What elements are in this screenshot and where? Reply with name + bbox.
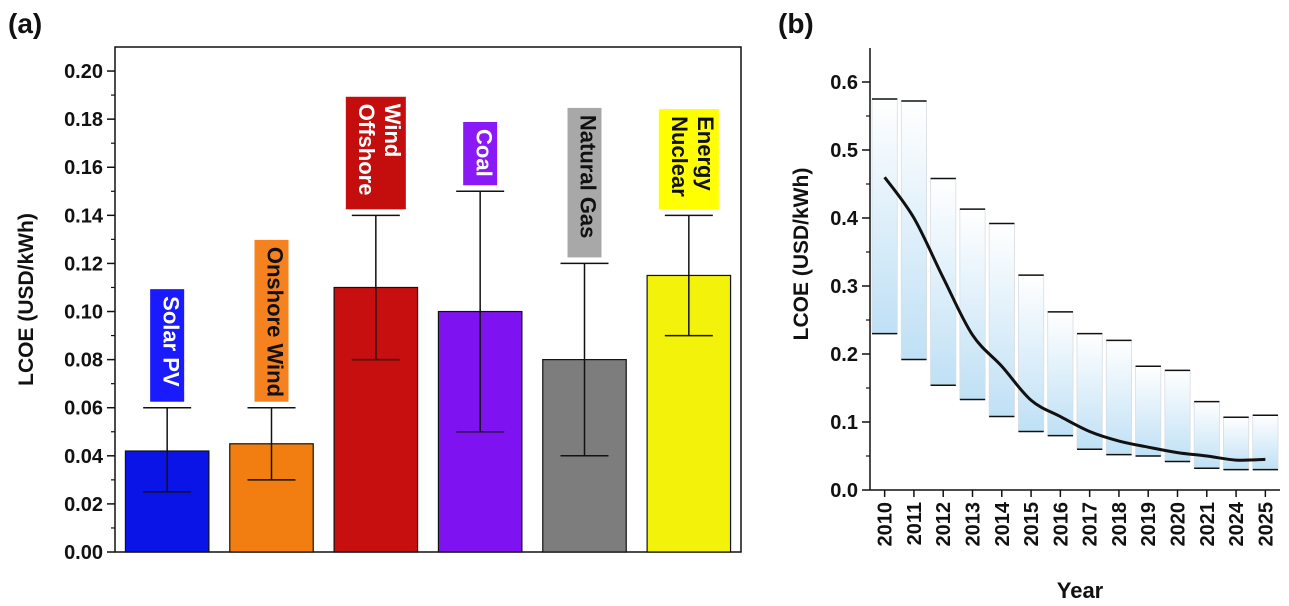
y-tick-label: 0.6 <box>830 72 858 94</box>
x-tick-label: 2015 <box>1021 502 1043 547</box>
y-tick-label: 0.4 <box>830 208 859 230</box>
range-box <box>900 100 927 360</box>
category-label-box <box>150 289 185 402</box>
x-tick-label: 2014 <box>992 501 1014 546</box>
x-tick-label: 2010 <box>875 502 897 547</box>
y-tick-label: 0.04 <box>64 446 104 468</box>
x-tick-label: 2019 <box>1138 502 1160 547</box>
range-box <box>988 223 1015 417</box>
x-tick-label: 2013 <box>963 502 985 547</box>
range-box <box>1164 369 1191 462</box>
range-box <box>1223 416 1250 470</box>
bar-chart-lcoe-by-source: 0.00 0.02 0.04 0.06 0.08 0.10 0.12 0.14 0.16 0.18… <box>15 46 742 564</box>
x-tick-label: 2012 <box>933 502 955 547</box>
y-tick-label: 0.2 <box>830 344 858 366</box>
category-label: Natural Gas <box>576 115 601 239</box>
category-label-box <box>658 109 719 210</box>
x-tick-label: 2024 <box>1226 501 1248 546</box>
y-tick-label: 0.20 <box>64 61 103 83</box>
category-label: Nuclear <box>667 116 692 197</box>
y-tick-label: 0.02 <box>64 494 103 516</box>
category-label-box <box>463 122 498 186</box>
y-tick-label: 0.5 <box>830 140 858 162</box>
category-label: Offshore <box>354 104 379 196</box>
category-label: Solar PV <box>158 296 183 387</box>
category-label: Wind <box>380 104 405 158</box>
y-tick-label: 0.16 <box>64 157 103 179</box>
category-label-box <box>254 239 289 402</box>
x-tick-label: 2020 <box>1168 502 1190 547</box>
line-chart-lcoe-by-year: 0.0 0.1 0.2 0.3 0.4 0.5 0.6 LCOE (USD/kWh) 2010 2… <box>790 48 1280 603</box>
x-tick-label: 2025 <box>1255 502 1277 547</box>
category-label-box <box>567 107 602 258</box>
y-tick-label: 0.06 <box>64 398 103 420</box>
y-tick-label: 0.10 <box>64 302 103 324</box>
y-tick-label: 0.0 <box>830 480 858 502</box>
y-tick-label: 0.00 <box>64 542 103 564</box>
range-box <box>1252 414 1279 471</box>
category-label: Coal <box>471 129 496 177</box>
y-tick-label: 0.08 <box>64 350 103 372</box>
y-tick-label: 0.18 <box>64 109 103 131</box>
y-tick-label: 0.12 <box>64 253 103 275</box>
y-tick-label: 0.14 <box>64 205 104 227</box>
panel-a-label: (a) <box>8 8 43 39</box>
range-box <box>1135 365 1162 457</box>
category-label: Energy <box>693 116 718 191</box>
category-label: Onshore Wind <box>263 247 288 397</box>
panel-b-label: (b) <box>778 8 814 39</box>
plot-frame <box>114 46 742 553</box>
y-axis-label: LCOE (USD/kWh) <box>790 168 813 341</box>
x-tick-label: 2017 <box>1080 502 1102 547</box>
range-box <box>871 98 898 335</box>
trend-line <box>883 176 1266 462</box>
x-tick-label: 2018 <box>1109 502 1131 547</box>
y-axis-label: LCOE (USD/kWh) <box>15 213 38 386</box>
y-tick-label: 0.1 <box>830 412 858 434</box>
y-tick-label: 0.3 <box>830 276 858 298</box>
category-label-box <box>345 96 406 210</box>
range-box <box>959 208 986 400</box>
x-tick-label: 2011 <box>904 502 926 545</box>
x-axis-label: Year <box>1057 578 1104 603</box>
x-tick-label: 2016 <box>1050 502 1072 547</box>
x-tick-label: 2021 <box>1197 502 1219 547</box>
range-box <box>930 178 957 386</box>
